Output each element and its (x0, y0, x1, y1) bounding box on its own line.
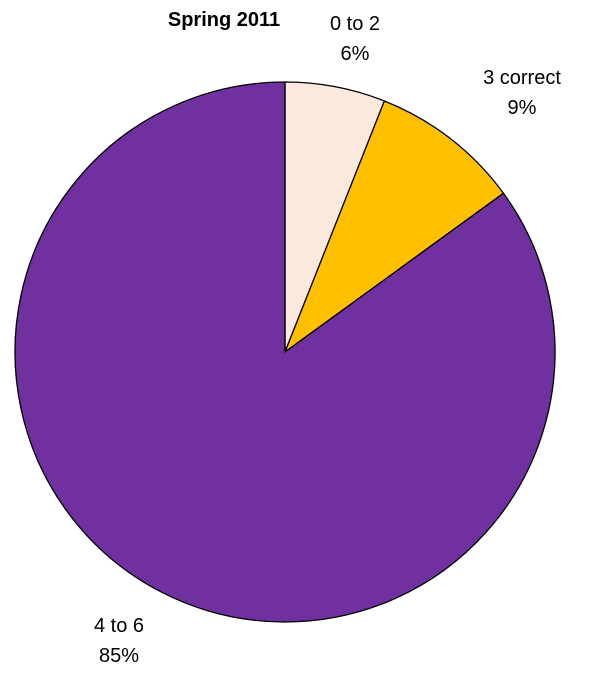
slice-label-group: 3 correct 9% (483, 67, 561, 119)
slice-value-label: 6% (341, 43, 370, 65)
slice-label-group: 4 to 6 85% (94, 615, 144, 667)
slice-category-label: 3 correct (483, 67, 561, 89)
slice-value-label: 85% (99, 645, 139, 667)
slice-category-label: 4 to 6 (94, 615, 144, 637)
pie-labels: 0 to 2 6% 3 correct 9% 4 to 6 85% (94, 13, 561, 667)
pie-slices (14, 81, 556, 623)
pie-slice-3-correct (284, 100, 505, 353)
slice-label-group: 0 to 2 6% (330, 13, 380, 65)
pie-slice-4-to-6 (14, 81, 556, 623)
chart-title: Spring 2011 (168, 9, 280, 31)
slice-category-label: 0 to 2 (330, 13, 380, 35)
slice-value-label: 9% (508, 97, 537, 119)
